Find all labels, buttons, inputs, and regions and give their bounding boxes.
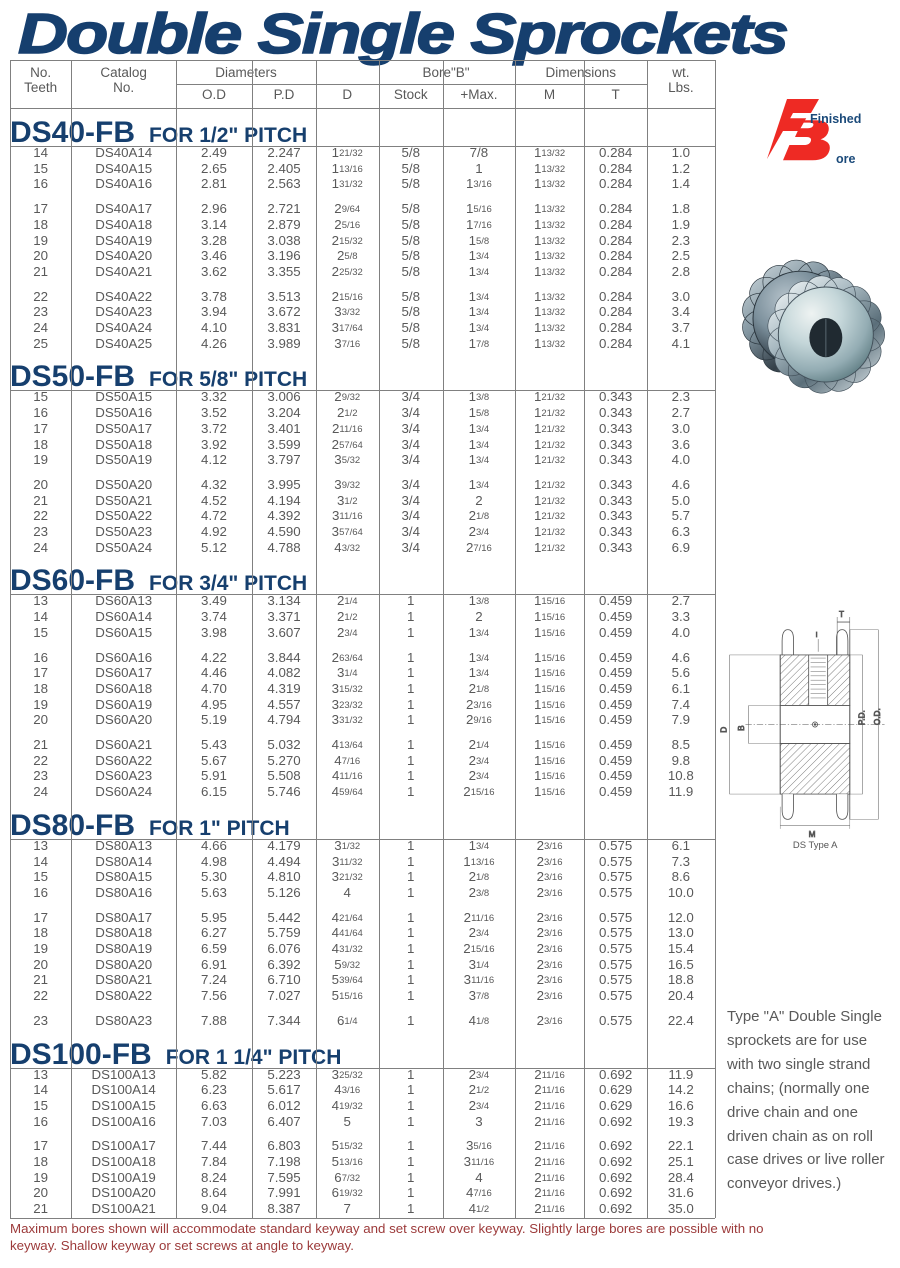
- svg-text:B: B: [737, 725, 746, 731]
- svg-text:D: D: [720, 727, 728, 733]
- svg-text:DS Type A: DS Type A: [793, 840, 838, 851]
- svg-text:P.D.: P.D.: [857, 710, 866, 725]
- svg-text:I: I: [816, 632, 818, 639]
- svg-text:M: M: [809, 830, 816, 839]
- svg-text:O.D.: O.D.: [873, 708, 882, 725]
- svg-text:T: T: [839, 610, 844, 619]
